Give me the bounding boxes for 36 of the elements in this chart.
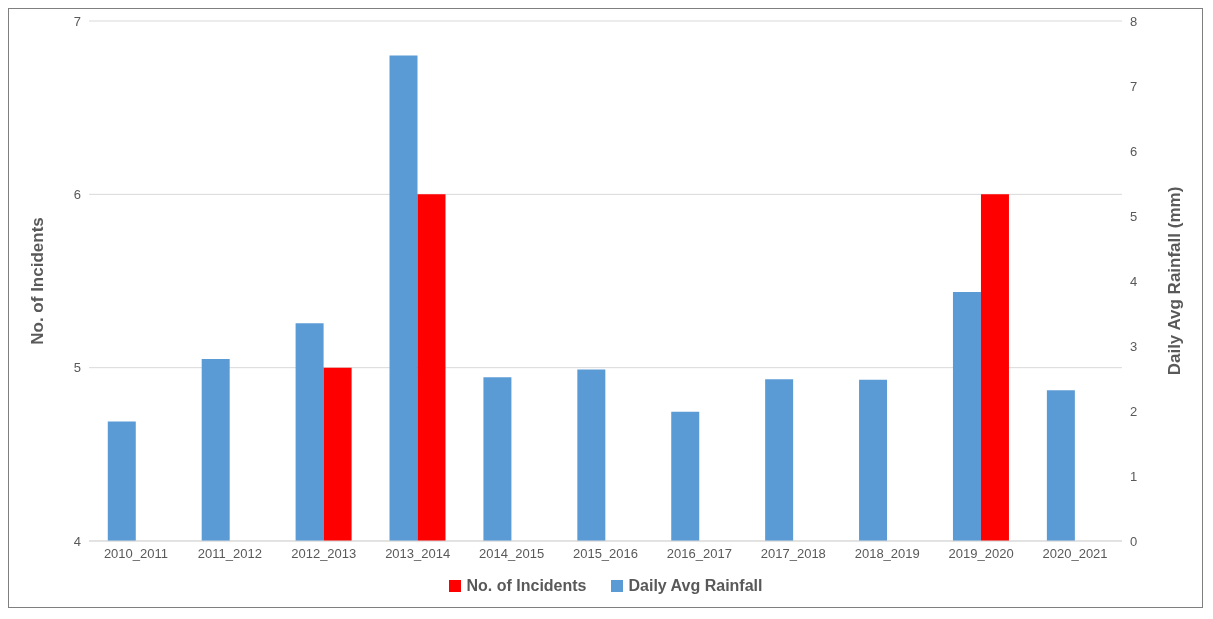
y2-tick-label: 2 — [1130, 403, 1138, 419]
legend-label: No. of Incidents — [465, 577, 587, 595]
y-tick-label: 4 — [73, 533, 81, 549]
x-tick-label: 2018_2019 — [854, 546, 920, 562]
bar — [671, 411, 700, 541]
legend-label: Daily Avg Rainfall — [627, 577, 763, 595]
y-tick-label: 7 — [73, 13, 81, 29]
bar — [859, 379, 888, 541]
y2-tick-label: 1 — [1130, 468, 1138, 484]
x-tick-label: 2011_2012 — [197, 546, 262, 562]
x-tick-label: 2019_2020 — [948, 546, 1014, 562]
x-tick-label: 2017_2018 — [760, 546, 826, 562]
y-tick-label: 6 — [73, 186, 81, 202]
bar — [107, 421, 136, 541]
bar — [1046, 390, 1075, 541]
bar — [577, 369, 606, 541]
x-tick-label: 2015_2016 — [572, 546, 639, 562]
y2-tick-label: 0 — [1130, 533, 1138, 549]
y-axis-title: No. of Incidents — [28, 217, 48, 345]
bar — [765, 379, 794, 541]
y2-axis-title: Daily Avg Rainfall (mm) — [1165, 186, 1185, 376]
x-tick-label: 2010_2011 — [103, 546, 169, 562]
y2-tick-label: 4 — [1130, 273, 1138, 289]
y2-tick-label: 7 — [1130, 78, 1138, 94]
bar — [201, 359, 230, 541]
y-tick-label: 5 — [73, 360, 81, 376]
x-tick-label: 2020_2021 — [1042, 546, 1108, 562]
x-tick-label: 2016_2017 — [666, 546, 732, 562]
y2-tick-label: 8 — [1130, 13, 1138, 29]
x-tick-label: 2012_2013 — [291, 546, 357, 562]
y2-tick-label: 3 — [1130, 338, 1138, 354]
y2-tick-label: 5 — [1130, 208, 1138, 224]
x-tick-label: 2013_2014 — [385, 546, 451, 562]
bar — [483, 377, 512, 541]
y2-tick-label: 6 — [1130, 143, 1138, 159]
x-tick-label: 2014_2015 — [479, 546, 545, 562]
